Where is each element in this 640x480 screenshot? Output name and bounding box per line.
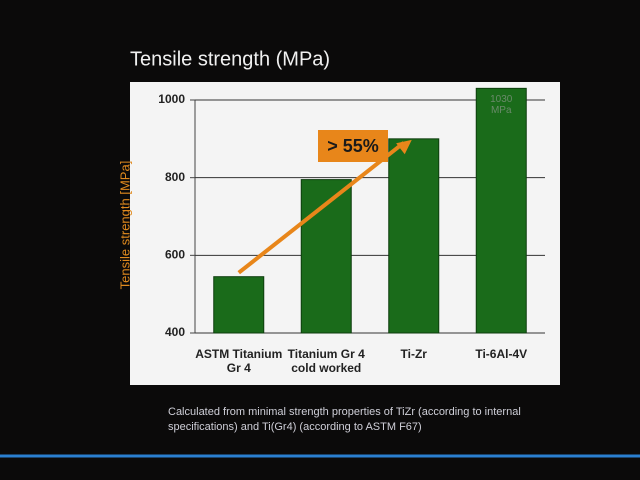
annotation-box: [318, 130, 388, 162]
y-tick-label: 1000: [158, 92, 185, 106]
y-tick-label: 400: [165, 325, 185, 339]
bar: [475, 87, 527, 334]
x-tick-label: Ti-Zr: [400, 347, 427, 361]
y-tick-label: 800: [165, 170, 185, 184]
y-tick-label: 600: [165, 248, 185, 262]
caption: Calculated from minimal strength propert…: [168, 406, 521, 433]
bar: [388, 138, 440, 334]
bar: [213, 276, 265, 334]
x-tick-label: ASTM Titanium Gr 4: [195, 347, 283, 375]
x-tick-label: Ti-6Al-4V: [475, 347, 528, 361]
y-axis-label: Tensile strength [MPa]: [117, 161, 132, 290]
chart-title: Tensile strength (MPa): [130, 48, 330, 70]
growth-arrow: [237, 141, 405, 275]
annotation: > 55%: [327, 136, 379, 156]
arrow-head: [396, 139, 412, 155]
x-tick-label: Titanium Gr 4 cold worked: [287, 347, 365, 375]
value-label: 1030 MPa: [490, 94, 513, 117]
